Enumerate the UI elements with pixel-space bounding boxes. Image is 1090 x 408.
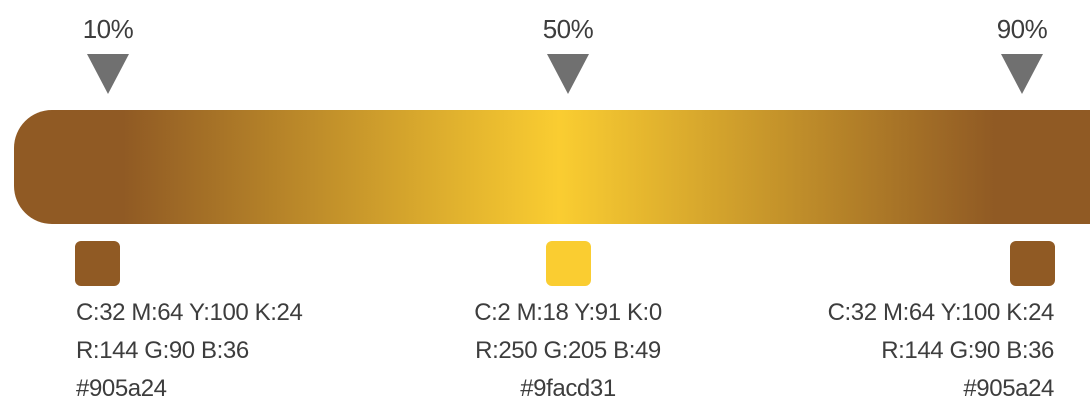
rgb-value: R:144 G:90 B:36: [76, 337, 249, 364]
hex-value: #9facd31: [520, 375, 616, 402]
hex-value: #905a24: [76, 375, 167, 402]
gradient-bar: [14, 110, 1090, 224]
rgb-value: R:144 G:90 B:36: [881, 337, 1054, 364]
color-info-50: C:2 M:18 Y:91 K:0 R:250 G:205 B:49 #9fac…: [474, 294, 662, 408]
cmyk-value: C:32 M:64 Y:100 K:24: [76, 299, 303, 326]
stop-marker-10-icon[interactable]: [87, 54, 129, 94]
stop-label-50: 50%: [542, 14, 594, 44]
stop-marker-90-icon[interactable]: [1001, 54, 1043, 94]
stop-label-10: 10%: [82, 14, 134, 44]
cmyk-value: C:32 M:64 Y:100 K:24: [827, 299, 1055, 326]
color-info-10: C:32 M:64 Y:100 K:24 R:144 G:90 B:36 #90…: [76, 294, 303, 408]
cmyk-value: C:2 M:18 Y:91 K:0: [474, 299, 662, 326]
color-swatch-10[interactable]: [75, 241, 120, 286]
rgb-value: R:250 G:205 B:49: [475, 337, 661, 364]
stop-label-90: 90%: [996, 14, 1048, 44]
stop-marker-50-icon[interactable]: [547, 54, 589, 94]
color-swatch-50[interactable]: [546, 241, 591, 286]
hex-value: #905a24: [963, 375, 1054, 402]
color-swatch-90[interactable]: [1010, 241, 1055, 286]
color-info-90: C:32 M:64 Y:100 K:24 R:144 G:90 B:36 #90…: [827, 294, 1055, 408]
